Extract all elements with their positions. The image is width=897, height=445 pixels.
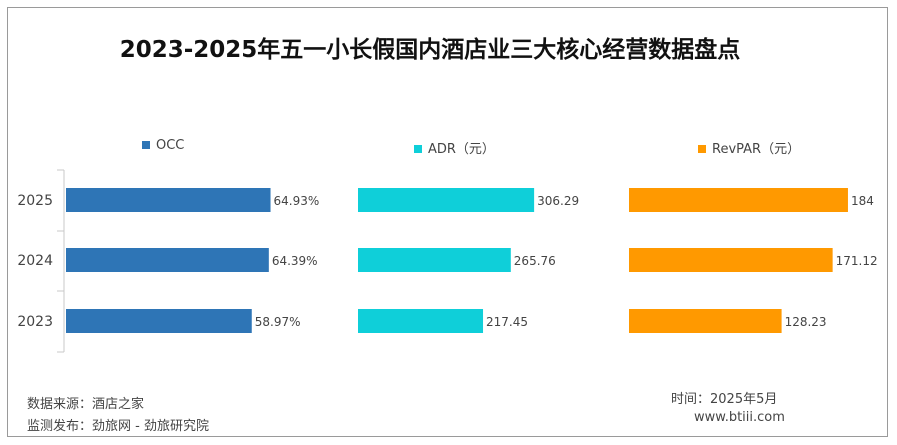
legend-occ-swatch bbox=[142, 140, 150, 149]
legend-adr: ADR（元） bbox=[414, 138, 495, 157]
bar-revpar-2024 bbox=[629, 248, 833, 272]
footer-date: 时间：2025年5月 bbox=[671, 392, 778, 407]
footer-publisher: 监测发布：劲旅网 - 劲旅研究院 bbox=[27, 419, 209, 434]
legend-revpar-label: RevPAR（元） bbox=[712, 142, 801, 157]
footer-source: 数据来源：酒店之家 bbox=[27, 397, 145, 412]
bar-revpar-2025 bbox=[629, 188, 848, 212]
legend-adr-swatch bbox=[414, 144, 422, 153]
value-label-revpar-2023: 128.23 bbox=[785, 315, 827, 329]
legend-revpar-swatch bbox=[698, 144, 706, 153]
category-label-2024: 2024 bbox=[17, 253, 53, 269]
value-label-adr-2025: 306.29 bbox=[537, 194, 579, 208]
chart-border bbox=[7, 7, 888, 437]
value-label-occ-2024: 64.39% bbox=[272, 254, 318, 268]
legend-adr-label: ADR（元） bbox=[428, 142, 495, 157]
legend-occ: OCC bbox=[142, 138, 184, 156]
bar-occ-2025 bbox=[66, 188, 271, 212]
bar-occ-2023 bbox=[66, 309, 252, 333]
category-label-2025: 2025 bbox=[17, 193, 53, 209]
value-label-revpar-2025: 184 bbox=[851, 194, 874, 208]
value-label-revpar-2024: 171.12 bbox=[836, 254, 878, 268]
value-label-occ-2025: 64.93% bbox=[274, 194, 320, 208]
legend-revpar: RevPAR（元） bbox=[698, 138, 801, 157]
bar-occ-2024 bbox=[66, 248, 269, 272]
category-label-2023: 2023 bbox=[17, 314, 53, 330]
chart-title: 2023-2025年五一小长假国内酒店业三大核心经营数据盘点 bbox=[119, 37, 741, 63]
bar-adr-2025 bbox=[358, 188, 535, 212]
value-label-occ-2023: 58.97% bbox=[255, 315, 301, 329]
footer-website: www.btiii.com bbox=[694, 410, 785, 425]
legend-occ-label: OCC bbox=[156, 138, 185, 153]
bar-adr-2024 bbox=[358, 248, 511, 272]
value-label-adr-2024: 265.76 bbox=[514, 254, 556, 268]
value-label-adr-2023: 217.45 bbox=[486, 315, 528, 329]
bar-revpar-2023 bbox=[629, 309, 782, 333]
bar-adr-2023 bbox=[358, 309, 484, 333]
